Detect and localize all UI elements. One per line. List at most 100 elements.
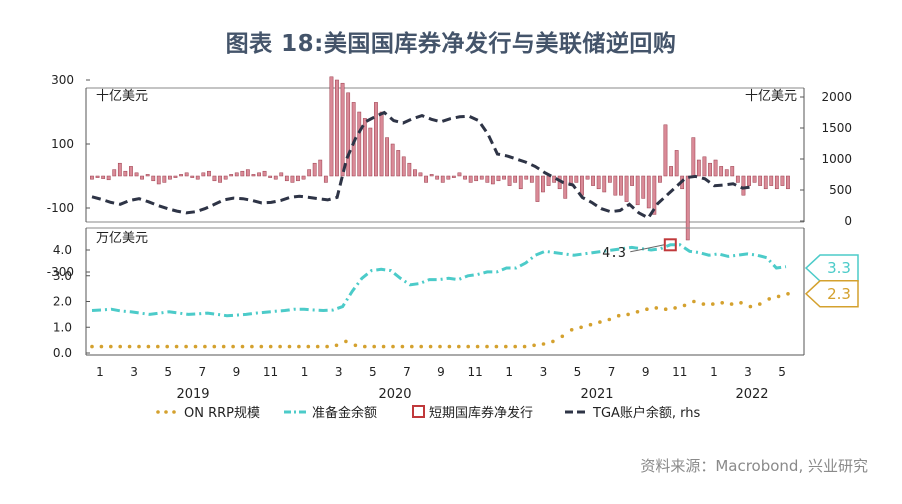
rrp-dot (203, 344, 207, 349)
bar (273, 175, 278, 180)
bar (630, 175, 634, 186)
bar (658, 175, 662, 183)
rrp-dot (635, 310, 640, 314)
bar (752, 175, 757, 183)
rrp-dot (344, 339, 348, 344)
bottom-tick-label: 0.0 (53, 346, 72, 360)
bar (195, 175, 200, 180)
bar (335, 79, 339, 177)
bar (518, 175, 523, 190)
bar (190, 175, 195, 178)
x-year-labels: 2019 2020 2021 2022 (176, 387, 768, 402)
rrp-dot (541, 342, 546, 346)
bar (468, 175, 473, 183)
bar (496, 175, 501, 182)
annotation-box (663, 238, 677, 252)
reserve-callout-shape (804, 254, 859, 282)
x-month-label: 9 (437, 365, 445, 379)
bar (212, 175, 217, 182)
bar (440, 175, 445, 183)
bar (145, 174, 150, 177)
bar (446, 175, 451, 180)
bar (307, 169, 312, 177)
bar (669, 166, 673, 177)
bar (574, 175, 579, 183)
annotation-text: 4.3 (602, 246, 625, 261)
rrp-dot (767, 297, 771, 301)
rrp-dot (156, 344, 160, 349)
tga-line (91, 110, 753, 220)
bar (563, 175, 568, 199)
rrp-dot (231, 344, 235, 349)
rrp-dot (616, 313, 621, 318)
x-month-label: 11 (672, 365, 687, 379)
reserve-line (91, 243, 787, 318)
rrp-dot (221, 344, 226, 349)
bar (229, 174, 234, 177)
x-month-label: 5 (574, 365, 582, 379)
bar (251, 174, 256, 177)
rrp-dot (551, 339, 555, 344)
bar (296, 175, 300, 182)
bottom-tick-label: 2.0 (53, 295, 72, 309)
bar (691, 137, 696, 177)
rrp-dot (438, 344, 442, 349)
bar (90, 175, 94, 180)
top-right-tick-label: 500 (829, 183, 852, 197)
bar (140, 175, 144, 180)
top-left-tick-label: 300 (51, 73, 74, 87)
bar (257, 172, 261, 177)
bar (485, 175, 490, 183)
rrp-dot (711, 302, 715, 306)
bar (346, 92, 351, 177)
rrp-dot (776, 294, 781, 299)
bar (696, 159, 701, 177)
x-month-label: 3 (540, 365, 548, 379)
bar (435, 175, 440, 180)
x-month-label: 3 (744, 365, 752, 379)
bar (490, 175, 495, 185)
rrp-dot (504, 344, 508, 349)
bar (541, 175, 545, 193)
bar (207, 170, 211, 177)
legend-swatch (172, 410, 176, 414)
bar (663, 124, 668, 177)
bar (580, 175, 584, 196)
bar (463, 175, 467, 180)
bar (301, 175, 306, 180)
bottom-tick-label: 3.0 (53, 269, 72, 283)
bar (747, 175, 751, 186)
rrp-dot (626, 312, 630, 317)
rrp-callout-shape (804, 280, 859, 308)
top-right-ticks: 2000 1500 1000 500 0 (800, 90, 852, 228)
bar (390, 143, 395, 177)
bar (529, 175, 534, 183)
bar (262, 170, 267, 177)
x-year-label: 2020 (378, 387, 411, 402)
bar (685, 175, 690, 241)
rrp-dot (297, 344, 301, 349)
rrp-dot (268, 344, 273, 349)
x-month-label: 3 (130, 365, 138, 379)
rrp-dot (569, 328, 574, 332)
rrp-dot (532, 343, 536, 348)
reserve-callout: 3.3 (804, 254, 859, 282)
x-month-label: 7 (403, 365, 411, 379)
rrp-dot (485, 344, 489, 349)
x-month-label: 5 (778, 365, 786, 379)
bar (396, 150, 401, 177)
legend-label: TGA账户余额, rhs (592, 405, 701, 421)
bar (769, 175, 774, 186)
bar (457, 172, 462, 177)
rrp-dot (410, 344, 414, 349)
rrp-dot (250, 344, 254, 349)
bar (245, 169, 250, 177)
bar (357, 111, 362, 177)
rrp-dot (598, 320, 602, 324)
bar (284, 175, 289, 182)
bar (619, 175, 623, 196)
rrp-dot (353, 343, 358, 348)
rrp-dot (682, 303, 687, 308)
bottom-unit: 万亿美元 (96, 231, 148, 246)
rrp-dot (579, 325, 583, 330)
